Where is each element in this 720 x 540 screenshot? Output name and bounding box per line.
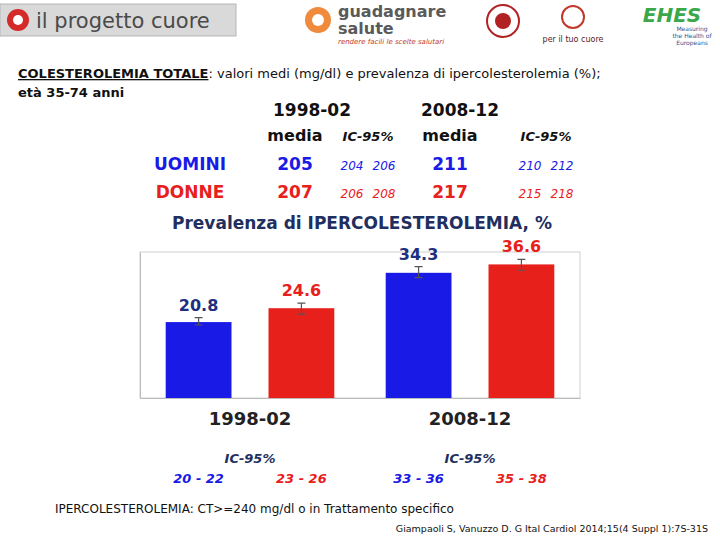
table-period: 2008-12	[421, 100, 499, 120]
table: 1998-02 media IC-95% 2008-12 media IC-95% UOMI…	[154, 100, 574, 202]
data-label: 24.6	[282, 281, 321, 300]
data-label: 36.6	[502, 237, 541, 256]
guadagnare-icon	[305, 7, 331, 33]
ci-label: 20 - 22	[173, 471, 224, 486]
x-tick: 1998-02	[209, 398, 292, 429]
title-main: COLESTEROLEMIA TOTALE	[18, 66, 208, 81]
slogan-text: rendere facili le scelte salutari	[338, 38, 444, 46]
table-ci-high: 206	[373, 159, 396, 173]
title-rest: : valori medi (mg/dl) e prevalenza di ip…	[208, 66, 600, 81]
guadagnare-icon-inner	[312, 14, 324, 26]
plot-frame	[140, 252, 580, 398]
error-bar	[195, 318, 203, 325]
table-column: IC-95%	[521, 129, 572, 144]
data-label: 34.3	[399, 245, 438, 264]
error-bar	[297, 303, 305, 314]
ci-label: 35 - 38	[496, 471, 547, 486]
brand-banner	[0, 4, 236, 36]
ehes-caption: Europeans	[676, 39, 708, 47]
error-bar	[415, 267, 423, 278]
ci-label: 33 - 36	[393, 471, 444, 486]
table-row-label: UOMINI	[154, 154, 226, 174]
ci-title: IC-95%	[445, 451, 496, 466]
brand-icon	[7, 9, 29, 31]
table-mean: 205	[277, 154, 313, 174]
plot-labels: 20.8 20 - 22 34.3 33 - 36 24.6 23 - 26 36.6 35 …	[173, 237, 546, 486]
table-mean: 217	[432, 182, 468, 202]
x-tick-label: 1998-02	[209, 408, 292, 429]
table-ci-high: 218	[551, 187, 574, 201]
header: il progetto cuoreguadagnaresaluterendere…	[0, 2, 712, 47]
table-ci-low: 215	[519, 187, 542, 201]
brand-text: il progetto cuore	[36, 9, 210, 33]
table-ci-high: 208	[373, 187, 396, 201]
x-tick: 2008-12	[429, 398, 512, 429]
table-ci-low: 204	[341, 159, 364, 173]
table-period: 1998-02	[273, 100, 351, 120]
table-ci-low: 206	[341, 187, 364, 201]
slide: il progetto cuoreguadagnaresaluterendere…	[0, 0, 720, 540]
x-axis: 1998-02 2008-12	[141, 398, 581, 429]
y-axis-line	[140, 253, 141, 399]
error-bar	[517, 259, 525, 270]
plot-marks	[166, 259, 555, 398]
table-row-label: DONNE	[156, 182, 225, 202]
table-column: IC-95%	[343, 129, 394, 144]
table-ci-high: 212	[551, 159, 574, 173]
bar	[386, 273, 452, 398]
bar	[269, 308, 335, 398]
title-line2: età 35-74 anni	[18, 85, 124, 100]
bar	[489, 264, 555, 398]
seal-logo-inner	[495, 13, 511, 29]
brand-icon-inner	[13, 15, 23, 25]
table-ci-low: 210	[519, 159, 542, 173]
data-label: 20.8	[179, 296, 218, 315]
table-column: media	[422, 126, 477, 145]
slide-title: COLESTEROLEMIA TOTALE: valori medi (mg/d…	[18, 66, 601, 81]
table-column: media	[267, 126, 322, 145]
ci-title: IC-95%	[225, 451, 276, 466]
cuore-logo	[562, 6, 584, 28]
footnote: IPERCOLESTEROLEMIA: CT>=240 mg/dl o in T…	[55, 502, 454, 516]
y-axis	[140, 253, 141, 399]
seal-logo	[487, 5, 519, 37]
table-mean: 211	[432, 154, 468, 174]
bar	[166, 322, 232, 398]
chart-title: Prevalenza di IPERCOLESTEROLEMIA, %	[172, 213, 552, 233]
table-mean: 207	[277, 182, 313, 202]
cuore-text: per il tuo cuore	[543, 35, 604, 44]
guadagnare-text: salute	[338, 19, 394, 38]
x-tick-label: 2008-12	[429, 408, 512, 429]
x-axis-line	[141, 398, 581, 399]
ehes-text: EHES	[643, 3, 701, 27]
ci-label: 23 - 26	[276, 471, 327, 486]
source: Giampaoli S, Vanuzzo D. G Ital Cardiol 2…	[396, 523, 708, 534]
ehes-caption: the Health of	[672, 32, 712, 39]
